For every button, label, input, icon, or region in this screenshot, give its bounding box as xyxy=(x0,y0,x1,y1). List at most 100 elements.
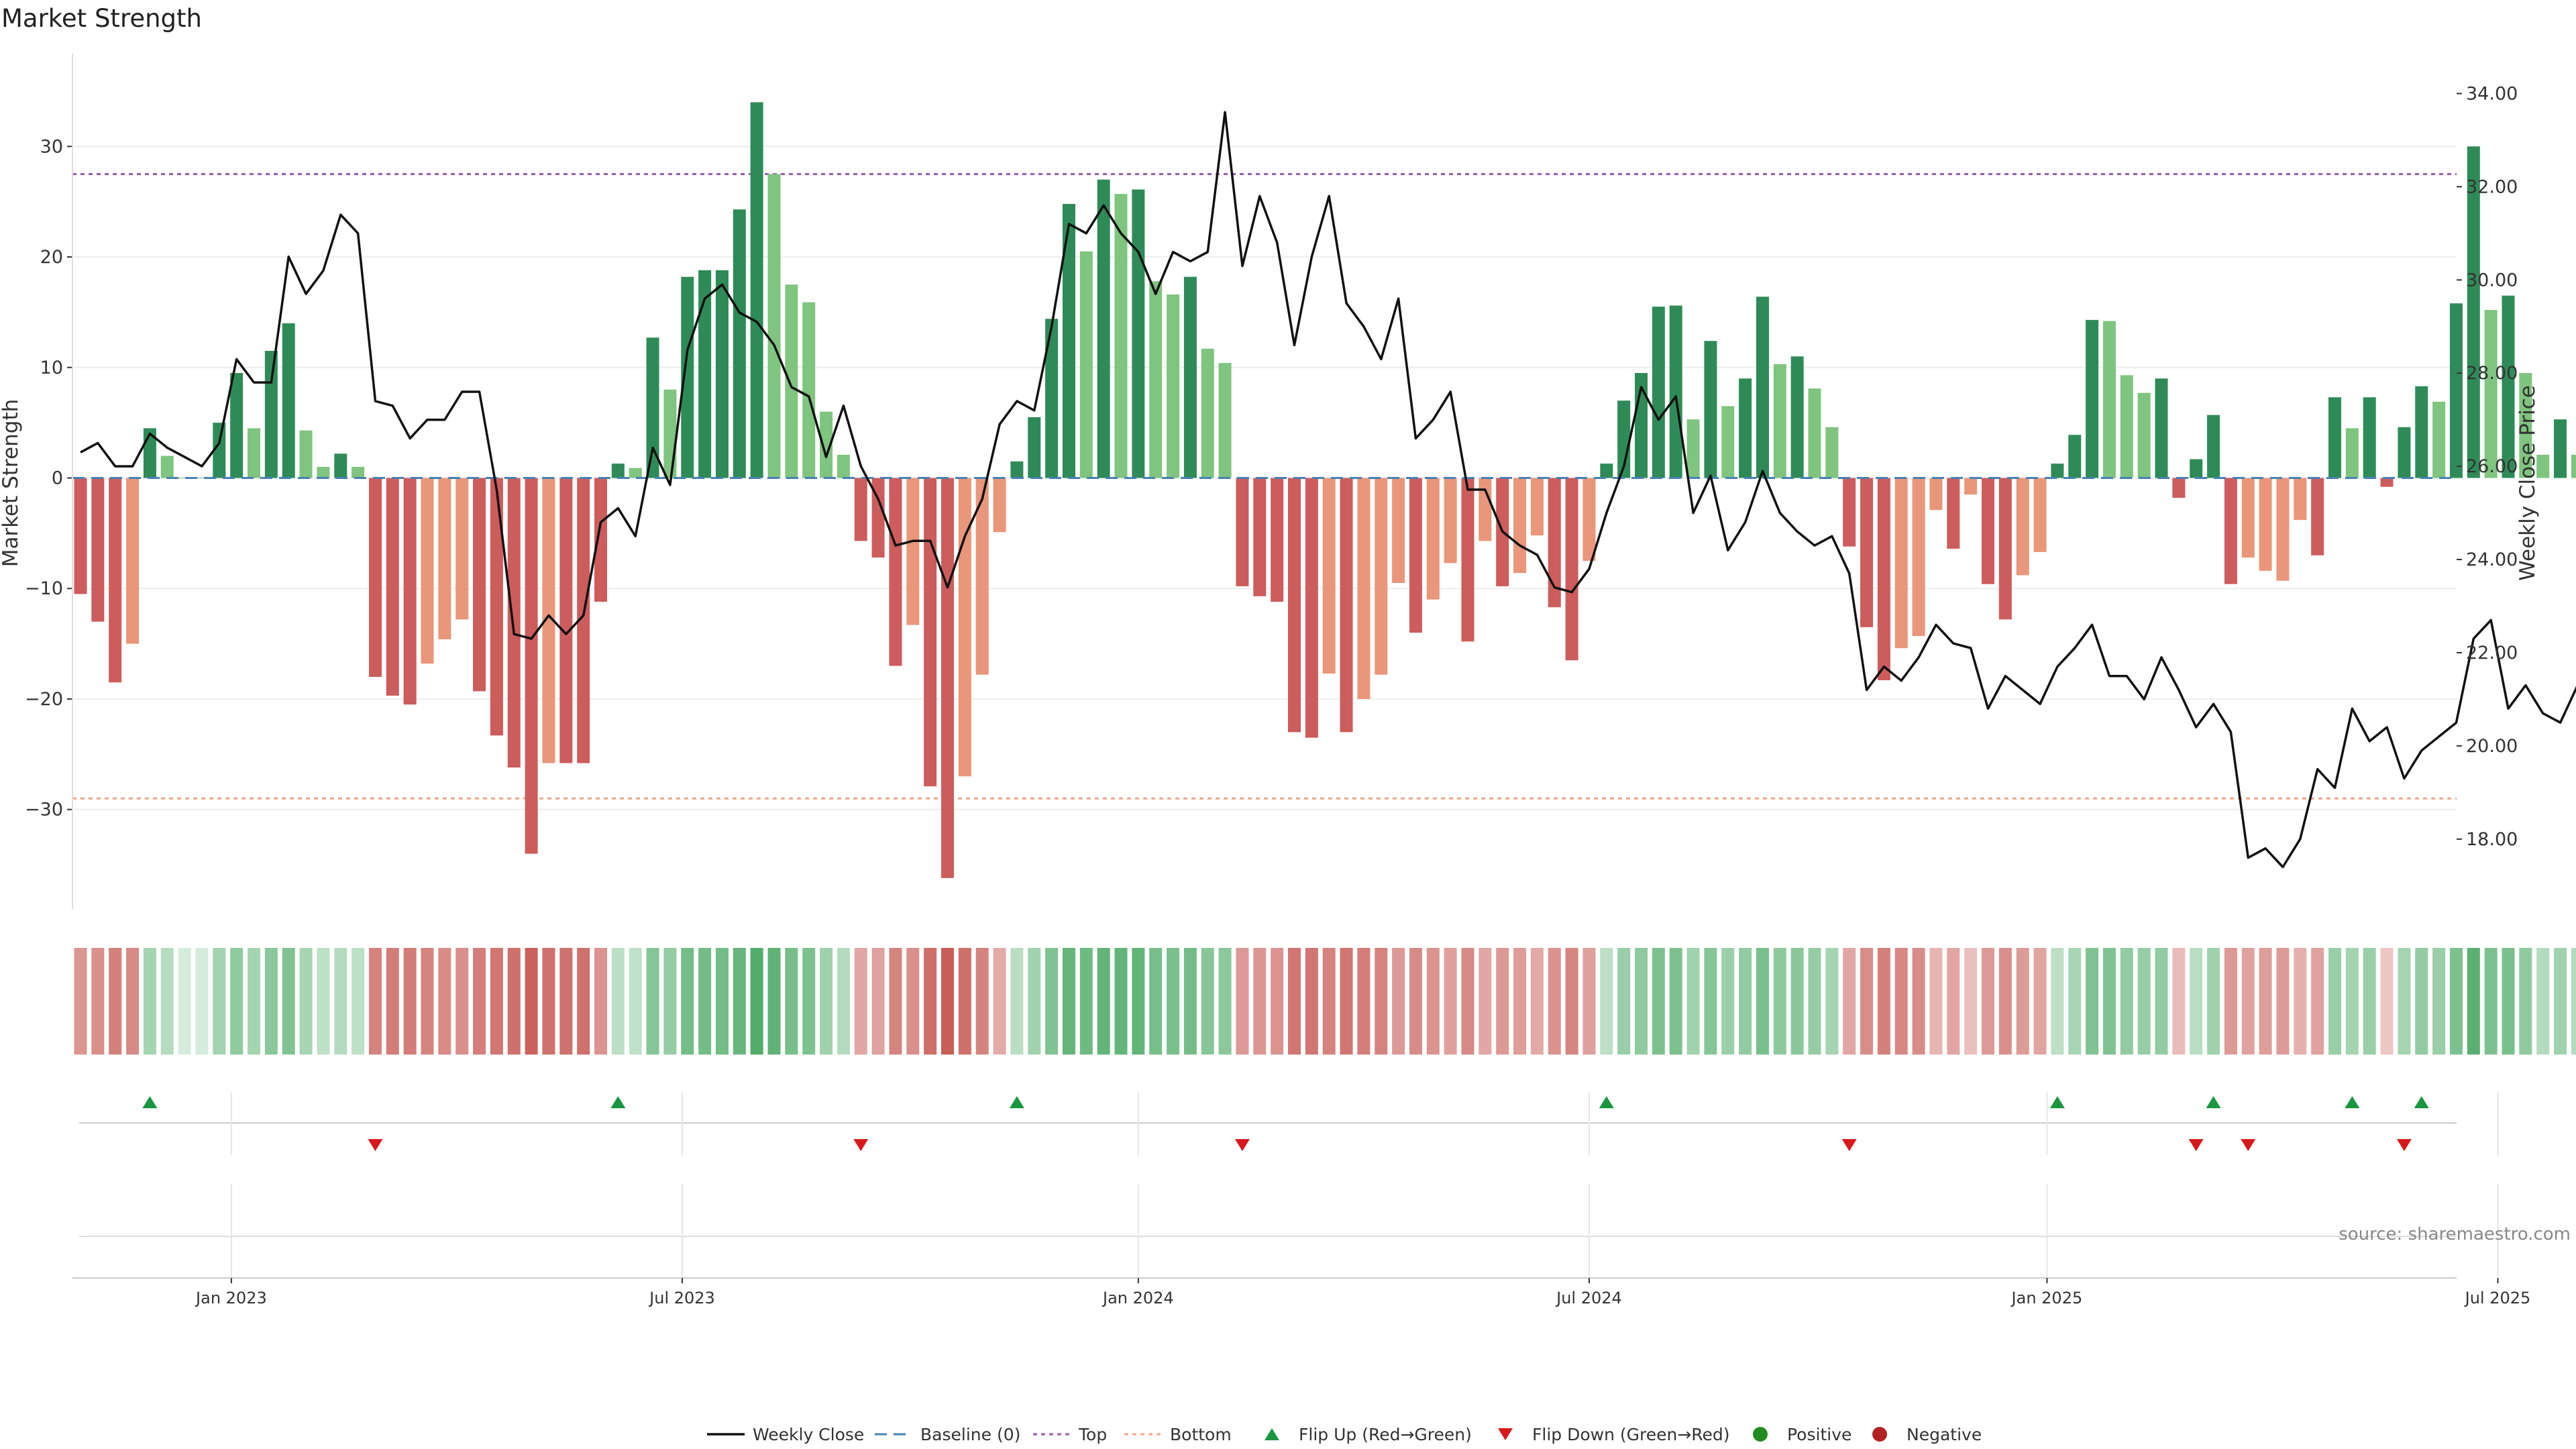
legend-item-weekly-close: Weekly Close xyxy=(707,1425,864,1444)
strength-bar xyxy=(1617,400,1631,478)
strength-bar xyxy=(2259,478,2272,571)
legend-label: Baseline (0) xyxy=(920,1425,1020,1444)
strength-bar xyxy=(2380,478,2394,487)
strength-bar xyxy=(1548,478,1561,608)
strength-bar xyxy=(299,430,313,478)
heat-cell xyxy=(2086,948,2099,1055)
heat-cell xyxy=(2432,948,2446,1055)
strength-bar xyxy=(906,478,920,625)
heat-cell xyxy=(2449,948,2463,1055)
heat-cell xyxy=(2155,948,2168,1055)
flip-down-marker xyxy=(368,1139,383,1151)
flip-up-marker xyxy=(2345,1096,2360,1108)
heat-cell xyxy=(1322,948,1336,1055)
heat-cell xyxy=(1982,948,1994,1055)
heat-cell xyxy=(1426,948,1440,1055)
heat-cell xyxy=(820,948,833,1055)
strength-bar xyxy=(594,478,607,602)
heat-cell xyxy=(248,948,260,1055)
strength-bar xyxy=(1357,478,1371,699)
strength-bar xyxy=(2536,454,2550,478)
strength-bar xyxy=(802,302,816,478)
heat-cell xyxy=(2224,948,2237,1055)
heat-cell xyxy=(1808,948,1821,1055)
strength-bar xyxy=(2137,392,2151,478)
strength-bar xyxy=(230,372,244,478)
heat-cell xyxy=(386,948,399,1055)
strength-bar xyxy=(611,464,625,478)
strength-bar xyxy=(663,389,677,478)
strength-bar xyxy=(1756,297,1769,478)
right-tick-label: 34.00 xyxy=(2466,83,2518,104)
left-tick-label: 30 xyxy=(40,136,63,157)
heat-cell xyxy=(438,948,451,1055)
right-tick-label: 24.00 xyxy=(2466,549,2518,570)
left-tick-label: 0 xyxy=(52,468,63,489)
flip-up-marker xyxy=(1599,1096,1614,1108)
flip-down-marker xyxy=(1841,1139,1857,1151)
heat-cell xyxy=(785,948,798,1055)
legend: Weekly Close Baseline (0) Top Bottom Flip Up… xyxy=(707,1425,1982,1444)
left-axis-ticks: 30 20 10 0 −10 −20 −30 xyxy=(25,136,72,820)
heat-cell xyxy=(160,948,174,1055)
strength-bar xyxy=(889,478,902,666)
strength-bar xyxy=(2207,415,2220,478)
heat-cell xyxy=(2068,948,2082,1055)
heat-cell xyxy=(975,948,989,1055)
heat-cell xyxy=(993,948,1006,1055)
strength-bar xyxy=(1167,294,1180,478)
x-tick-label: Jan 2023 xyxy=(195,1289,267,1307)
heat-cell xyxy=(1947,948,1960,1055)
heat-cell xyxy=(2571,948,2576,1055)
heat-cell xyxy=(455,948,469,1055)
heat-cell xyxy=(2554,948,2567,1055)
strength-bar xyxy=(975,478,989,675)
heat-cell xyxy=(213,948,226,1055)
heat-cell xyxy=(1998,948,2012,1055)
heat-cell xyxy=(2294,948,2307,1055)
strength-bar xyxy=(820,411,833,478)
heat-cell xyxy=(264,948,278,1055)
heat-cell xyxy=(91,948,105,1055)
strength-bar xyxy=(1271,478,1284,602)
heat-cell xyxy=(2398,948,2411,1055)
heat-cell xyxy=(1548,948,1561,1055)
strength-bar xyxy=(2363,397,2376,478)
strength-bar xyxy=(871,478,885,558)
strength-bar xyxy=(2328,397,2341,478)
flip-down-marker xyxy=(853,1139,869,1151)
strength-bar xyxy=(1982,478,1994,584)
strength-bar xyxy=(1479,478,1492,541)
heat-cell xyxy=(126,948,140,1055)
heat-cell xyxy=(1236,948,1249,1055)
heat-cell xyxy=(698,948,712,1055)
legend-item-baseline: Baseline (0) xyxy=(875,1425,1020,1444)
strength-bar xyxy=(646,337,659,478)
heat-cell xyxy=(490,948,503,1055)
heat-cell xyxy=(646,948,659,1055)
heat-cell xyxy=(1288,948,1301,1055)
heat-cell xyxy=(2363,948,2376,1055)
heat-cell xyxy=(1635,948,1648,1055)
left-tick-label: −30 xyxy=(25,800,63,820)
strength-bar xyxy=(2415,386,2428,478)
strength-bar xyxy=(1028,417,1041,478)
heat-cell xyxy=(1530,948,1544,1055)
strength-bar xyxy=(1808,388,1821,478)
heat-cell xyxy=(715,948,729,1055)
strength-bar xyxy=(2155,378,2168,478)
heat-cell xyxy=(663,948,677,1055)
x-tick-label: Jan 2024 xyxy=(1102,1289,1174,1307)
heat-cell xyxy=(2484,948,2498,1055)
strength-bar xyxy=(2051,464,2064,478)
heat-cell xyxy=(368,948,382,1055)
heat-cell xyxy=(2259,948,2272,1055)
weekly-close-line xyxy=(80,111,2576,869)
strength-bar xyxy=(352,467,365,478)
right-tick-label: 20.00 xyxy=(2466,736,2518,757)
heat-cell xyxy=(1409,948,1422,1055)
strength-bar xyxy=(2449,303,2463,478)
strength-bar xyxy=(1790,356,1804,478)
strength-bar xyxy=(195,478,208,479)
strength-bar xyxy=(1010,461,1024,478)
